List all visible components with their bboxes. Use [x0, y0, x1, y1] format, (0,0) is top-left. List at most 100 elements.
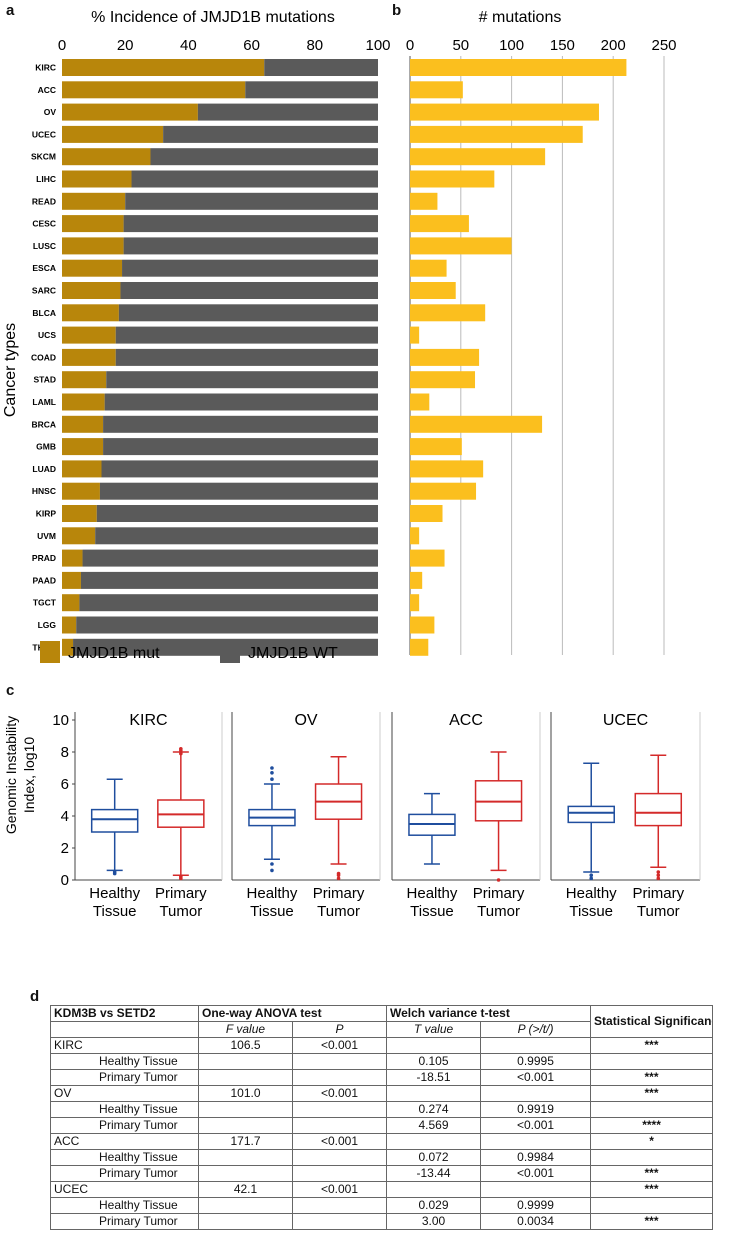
a-category-label: HNSC [32, 486, 56, 496]
cell-label: Healthy Tissue [50, 1197, 199, 1214]
c-outlier [656, 876, 661, 881]
chart-c-ylabel-line1: Genomic Instability [3, 716, 19, 834]
chart-a-incidence: % Incidence of JMJD1B mutations Cancer t… [2, 9, 390, 663]
a-bar-wt [264, 59, 378, 76]
table-row: KIRC 106.5 <0.001 *** [50, 1037, 714, 1054]
c-category-label-line1: Primary [632, 885, 684, 902]
cell-significance: *** [590, 1037, 714, 1054]
c-category-label-line2: Tissue [569, 903, 613, 920]
cell-label: Primary Tumor [50, 1213, 199, 1230]
c-outlier [270, 868, 274, 873]
stats-table-container: KDM3B vs SETD2 One-way ANOVA test Welch … [50, 1005, 714, 1230]
table-header-row: KDM3B vs SETD2 One-way ANOVA test Welch … [50, 1005, 714, 1038]
subheader-pt: P (>/t/) [480, 1021, 592, 1038]
c-category-label-line1: Primary [473, 885, 525, 902]
a-category-label: UVM [37, 531, 56, 541]
chart-c-ylabel-line2: Index, log10 [21, 737, 37, 813]
cell-f-value [198, 1069, 293, 1086]
c-category-label-line2: Tumor [159, 903, 202, 920]
cell-pt-value: 0.9999 [480, 1197, 592, 1214]
a-bar-mut [62, 393, 105, 411]
legend-swatch-mut [40, 641, 60, 663]
a-bar-mut [62, 215, 124, 233]
cell-p-value: <0.001 [291, 1085, 388, 1102]
b-xtick-label: 250 [651, 37, 676, 54]
a-bar-wt [125, 192, 378, 210]
b-bar [410, 594, 420, 612]
c-category-label-line1: Healthy [89, 885, 140, 902]
a-bar-wt [115, 326, 378, 344]
cell-significance [590, 1197, 714, 1214]
a-category-label: SKCM [31, 152, 56, 162]
cell-p-value [291, 1197, 388, 1214]
c-outlier [270, 766, 274, 770]
table-row: ACC 171.7 <0.001 * [50, 1133, 714, 1150]
c-outlier [179, 751, 183, 756]
a-bar-wt [103, 415, 378, 433]
c-outlier [270, 777, 274, 781]
table-row: Healthy Tissue 0.029 0.9999 [50, 1197, 714, 1214]
c-category-label-line2: Tissue [93, 903, 137, 920]
a-category-label: LIHC [36, 174, 56, 184]
a-xtick-label: 20 [117, 37, 134, 54]
b-bar [410, 460, 484, 478]
a-bar-wt [99, 482, 379, 500]
cell-significance [590, 1053, 714, 1070]
cell-t-value: -13.44 [386, 1165, 482, 1182]
a-xtick-label: 0 [58, 37, 66, 54]
cell-p-value: <0.001 [291, 1133, 388, 1150]
cell-f-value [198, 1165, 293, 1182]
cell-p-value: <0.001 [291, 1181, 388, 1198]
cell-significance: *** [590, 1069, 714, 1086]
c-category-label-line1: Healthy [407, 885, 458, 902]
cell-t-value [386, 1037, 482, 1054]
a-bar-mut [62, 527, 96, 545]
c-category-label-line2: Tissue [410, 903, 454, 920]
table-row: Primary Tumor -18.51 <0.001 *** [50, 1069, 714, 1086]
subheader-p: P [291, 1021, 388, 1038]
c-box-iqr [90, 808, 139, 833]
b-bar [410, 482, 477, 500]
table-row: Healthy Tissue 0.274 0.9919 [50, 1101, 714, 1118]
panel-b-label: b [392, 2, 402, 19]
cell-f-value [198, 1213, 293, 1230]
c-outlier [270, 771, 274, 775]
a-category-label: PAAD [33, 575, 56, 585]
cell-label: OV [50, 1085, 199, 1102]
b-bar [410, 549, 445, 567]
cell-pt-value: 0.0034 [480, 1213, 592, 1230]
cell-f-value: 106.5 [198, 1037, 293, 1054]
c-outlier [589, 876, 594, 881]
a-xtick-label: 100 [365, 37, 390, 54]
b-bar [410, 103, 599, 121]
cell-t-value: 3.00 [386, 1213, 482, 1230]
a-bar-wt [106, 371, 379, 389]
a-bar-wt [79, 594, 378, 612]
b-bar [410, 304, 486, 322]
cell-pt-value [480, 1181, 592, 1198]
b-bar [410, 438, 462, 456]
a-xtick-label: 40 [180, 37, 197, 54]
a-bar-mut [62, 460, 102, 478]
cell-t-value: 4.569 [386, 1117, 482, 1134]
c-outlier [270, 862, 274, 866]
stats-table: KDM3B vs SETD2 One-way ANOVA test Welch … [50, 1005, 714, 1230]
cell-pt-value: <0.001 [480, 1069, 592, 1086]
cell-p-value [291, 1069, 388, 1086]
a-bar-mut [62, 192, 126, 210]
table-row: Primary Tumor -13.44 <0.001 *** [50, 1165, 714, 1182]
cell-significance: * [590, 1133, 714, 1150]
a-bar-mut [62, 170, 132, 188]
c-outlier [589, 873, 594, 877]
a-category-label: GMB [36, 442, 56, 452]
a-bar-mut [62, 571, 81, 589]
b-xtick-label: 150 [550, 37, 575, 54]
cell-label: ACC [50, 1133, 199, 1150]
b-bar [410, 259, 447, 277]
b-bar [410, 348, 480, 366]
a-category-label: ESCA [32, 263, 56, 273]
c-ytick-label: 2 [61, 840, 69, 857]
